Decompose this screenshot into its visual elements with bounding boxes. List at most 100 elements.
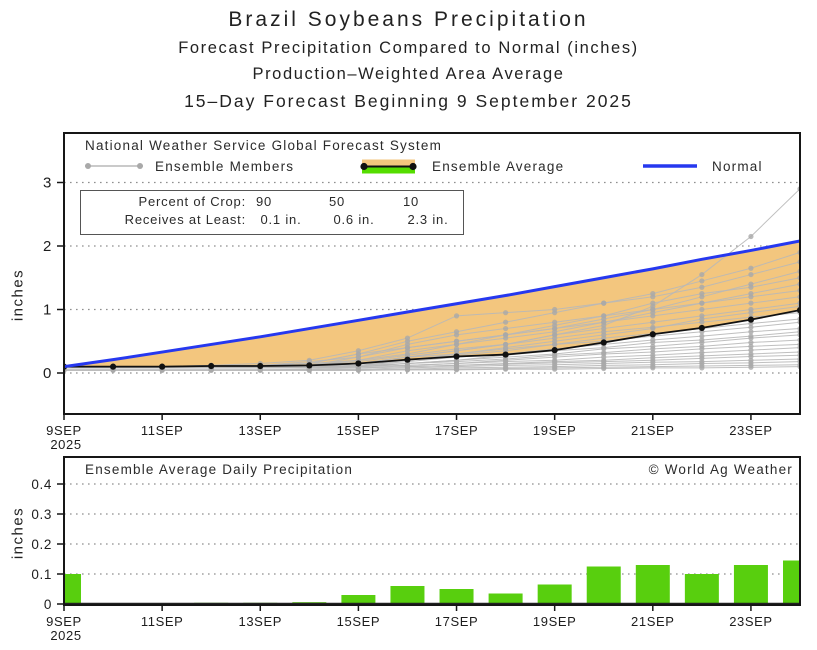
ensemble-member-line — [64, 366, 800, 371]
main-plot-data — [64, 186, 800, 374]
ensemble-member-dot — [699, 333, 705, 339]
ensemble-member-dot — [699, 365, 705, 371]
bottom-x-tick-label: 13SEP — [239, 614, 282, 629]
ensemble-average-dot — [159, 363, 166, 370]
ensemble-member-dot — [601, 319, 607, 325]
crop-row1-label: Percent of Crop: — [138, 194, 246, 209]
crop-row2-label: Receives at Least: — [124, 212, 246, 227]
legend-average-orange-band — [362, 159, 415, 166]
ensemble-member-dot — [699, 346, 705, 352]
bottom-chart-title: Ensemble Average Daily Precipitation — [85, 462, 354, 477]
ensemble-member-dot — [552, 306, 558, 313]
ensemble-member-dot — [748, 310, 754, 316]
ensemble-member-dot — [404, 335, 411, 341]
ensemble-member-dot — [748, 329, 754, 335]
ensemble-member-dot — [699, 291, 705, 297]
bottom-x-tick-label: 19SEP — [533, 614, 576, 629]
deficit-fill-area — [64, 240, 800, 367]
main-x-tick-label: 19SEP — [533, 423, 576, 438]
main-y-tick-label: 3 — [43, 175, 52, 192]
legend-members-dot-right — [137, 163, 143, 169]
main-y-axis-label: inches — [9, 268, 27, 322]
daily-bar — [64, 574, 81, 604]
bottom-y-tick-label: 0.3 — [31, 507, 52, 522]
chart-subtitle-1: Forecast Precipitation Compared to Norma… — [178, 39, 639, 57]
ensemble-member-dot — [650, 319, 656, 325]
ensemble-member-dot — [404, 345, 411, 351]
ensemble-member-dot — [748, 300, 754, 306]
ensemble-member-dot — [503, 325, 509, 332]
bottom-y-tick-label: 0.1 — [31, 567, 52, 582]
daily-bar — [586, 566, 621, 604]
ensemble-member-dot — [650, 339, 656, 346]
ensemble-member-dot — [601, 329, 607, 335]
bottom-y-axis-label: inches — [9, 506, 27, 560]
crop-amount-3: 2.3 in. — [407, 212, 449, 227]
legend-average-dot-left — [360, 162, 368, 171]
ensemble-average-dot — [600, 339, 607, 346]
ensemble-member-dot — [503, 346, 509, 352]
main-plot-border — [63, 132, 801, 415]
bottom-y-tick-label: 0.4 — [31, 477, 52, 492]
normal-line — [64, 239, 800, 369]
legend-average-dot-right — [409, 162, 417, 171]
ensemble-member-dot — [699, 319, 705, 325]
ensemble-member-dot — [453, 338, 460, 344]
daily-bar — [341, 595, 376, 604]
daily-bar — [783, 560, 800, 604]
ensemble-member-dot — [404, 367, 411, 373]
ensemble-member-dot — [453, 346, 460, 352]
ensemble-member-dot — [748, 265, 754, 271]
main-y-tick-label: 2 — [43, 238, 52, 255]
main-x-year-label: 2025 — [50, 437, 81, 452]
main-x-tick-label: 15SEP — [337, 423, 380, 438]
ensemble-member-dot — [355, 351, 361, 357]
bottom-x-tick-label: 23SEP — [729, 614, 772, 629]
legend-normal-label: Normal — [712, 159, 763, 174]
main-x-tick-label: 23SEP — [729, 423, 772, 438]
ensemble-member-dot — [699, 306, 705, 313]
bottom-x-tick-label: 15SEP — [337, 614, 380, 629]
ensemble-member-dot — [552, 325, 558, 332]
ensemble-member-dot — [748, 339, 754, 346]
ensemble-member-dot — [503, 332, 509, 338]
main-x-tick-label: 13SEP — [239, 423, 282, 438]
daily-bar — [684, 574, 719, 604]
ensemble-member-dot — [748, 353, 754, 360]
chart-subtitle-2: Production–Weighted Area Average — [252, 65, 565, 83]
ensemble-member-dot — [748, 324, 754, 330]
bottom-x-tick-label: 21SEP — [631, 614, 674, 629]
crop-amount-2: 0.6 in. — [333, 212, 375, 227]
ensemble-member-dot — [699, 300, 705, 306]
ensemble-member-dot — [552, 341, 558, 348]
bottom-x-tick-label: 11SEP — [141, 614, 184, 629]
ensemble-member-dot — [748, 294, 754, 300]
bottom-plot-border — [63, 456, 801, 606]
main-x-tick-label: 21SEP — [631, 423, 674, 438]
ensemble-average-dot — [453, 353, 460, 360]
ensemble-member-dot — [552, 319, 558, 325]
bottom-y-tick-label: 0.2 — [31, 537, 52, 552]
ensemble-member-dot — [748, 271, 754, 278]
ensemble-average-dot — [747, 316, 755, 323]
ensemble-average-dot — [502, 351, 509, 358]
bottom-x-tick-label: 17SEP — [435, 614, 478, 629]
daily-bar — [537, 584, 572, 604]
crop-statistics-box: Percent of Crop: 90 50 10 Receives at Le… — [80, 190, 464, 235]
ensemble-average-line — [64, 309, 800, 368]
daily-bar — [488, 593, 523, 604]
main-y-tick-label: 0 — [43, 365, 52, 382]
main-x-tick-label: 9SEP — [46, 423, 82, 438]
legend-source-label: National Weather Service Global Forecast… — [85, 138, 443, 153]
ensemble-member-dot — [601, 300, 607, 306]
ensemble-member-dot — [748, 233, 754, 240]
main-x-tick-label: 17SEP — [435, 423, 478, 438]
bottom-x-year-label: 2025 — [50, 628, 81, 643]
ensemble-member-dot — [748, 335, 754, 341]
main-y-tick-label: 1 — [43, 302, 52, 319]
copyright-label: © World Ag Weather — [648, 462, 793, 477]
ensemble-member-dot — [552, 335, 558, 341]
daily-bar — [439, 589, 474, 604]
ensemble-member-dot — [503, 310, 509, 316]
